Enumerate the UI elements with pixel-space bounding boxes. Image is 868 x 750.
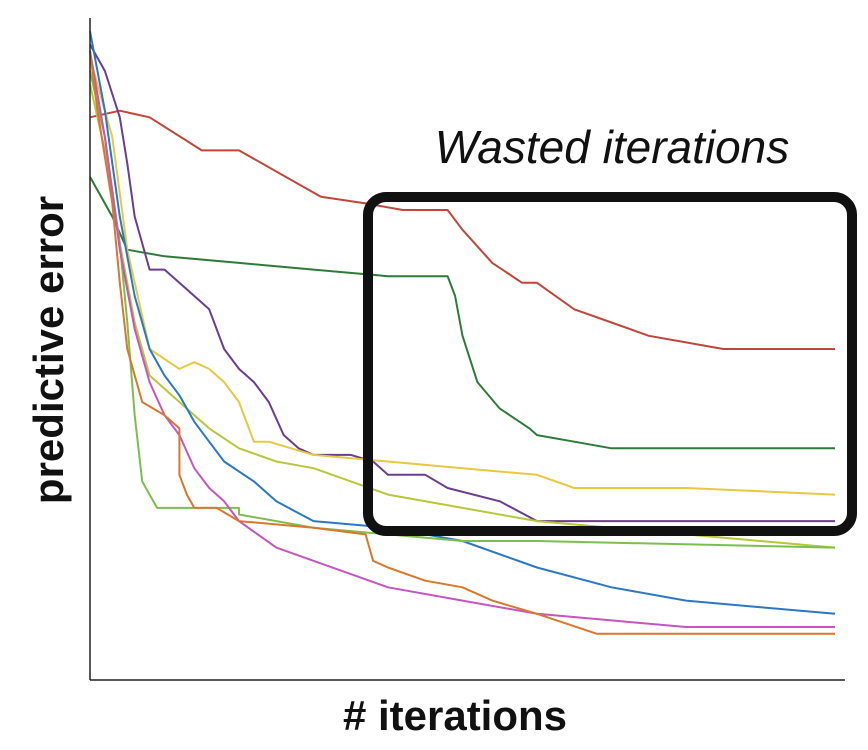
series-layer xyxy=(89,31,836,635)
y-axis-label: predictive error xyxy=(25,196,72,504)
wasted-iterations-box xyxy=(363,192,857,536)
series-line-2 xyxy=(89,176,835,450)
series-line-8 xyxy=(89,50,835,628)
x-axis-label: # iterations xyxy=(343,692,567,739)
series-line-5 xyxy=(89,83,836,549)
series-line-6 xyxy=(89,31,836,615)
annotation-text: Wasted iterations xyxy=(435,121,790,173)
series-line-9 xyxy=(89,50,835,635)
series-line-3 xyxy=(89,44,835,523)
series-line-1 xyxy=(89,109,835,350)
